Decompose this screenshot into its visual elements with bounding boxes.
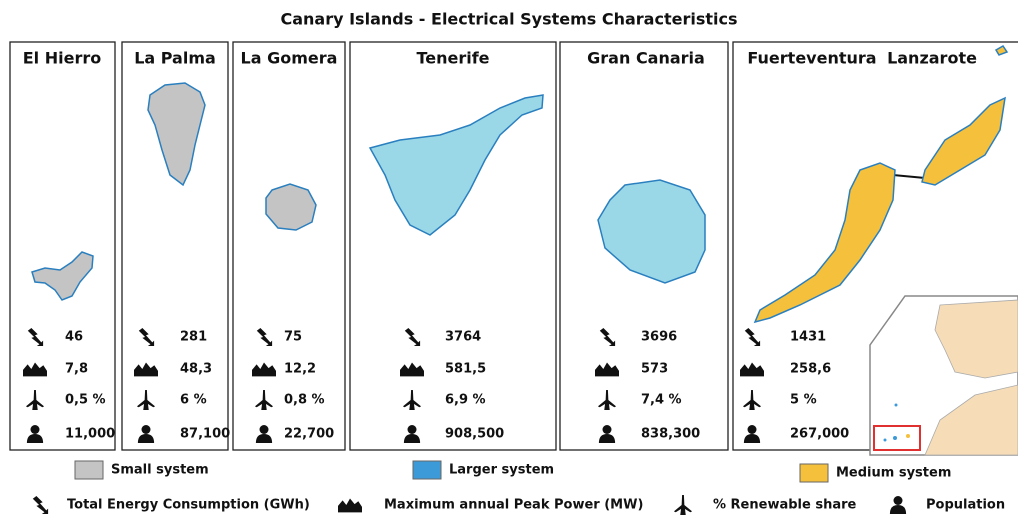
indicator-icon <box>403 425 421 443</box>
stat-value: 7,4 % <box>641 393 682 408</box>
indicator-icon <box>404 328 421 346</box>
indicator-icon <box>743 425 761 443</box>
inset-island <box>894 403 898 407</box>
island-name: Fuerteventura <box>747 49 876 68</box>
indicator-icon <box>138 328 155 346</box>
indicator-label: Population <box>926 498 1005 513</box>
stat-value: 258,6 <box>790 362 831 377</box>
stat-value: 838,300 <box>641 427 700 442</box>
indicator-icon <box>254 390 274 410</box>
island <box>921 96 1006 186</box>
indicator-icon <box>23 362 47 377</box>
stat-value: 22,700 <box>284 427 334 442</box>
indicator-icon <box>27 328 44 346</box>
indicator-icon <box>26 425 44 443</box>
indicator-icon <box>744 328 761 346</box>
stat-value: 581,5 <box>445 362 486 377</box>
connector <box>892 174 926 179</box>
stat-value: 12,2 <box>284 362 316 377</box>
indicator-icon <box>255 425 273 443</box>
panel-frame <box>559 41 729 451</box>
africa <box>924 384 1018 456</box>
stat-value: 3764 <box>445 330 481 345</box>
island-name: Tenerife <box>416 49 489 68</box>
indicator-label: Total Energy Consumption (GWh) <box>67 498 310 513</box>
indicator-icon <box>595 362 619 377</box>
island-name: Lanzarote <box>887 49 977 68</box>
indicator-icon <box>32 496 49 514</box>
panel-frame <box>349 41 557 451</box>
island-name: El Hierro <box>23 49 101 68</box>
indicator-icon <box>136 390 156 410</box>
indicator-icon <box>402 390 422 410</box>
panel-frame <box>232 41 346 451</box>
island <box>368 94 544 236</box>
iberia <box>934 299 1018 379</box>
panel-frame <box>121 41 229 451</box>
stat-value: 0,8 % <box>284 393 325 408</box>
legend-swatch <box>412 460 442 480</box>
stat-value: 6,9 % <box>445 393 486 408</box>
legend: Small system Larger system Medium system To… <box>32 460 1005 515</box>
indicator-icon <box>137 425 155 443</box>
stat-value: 573 <box>641 362 668 377</box>
island-name: La Palma <box>134 49 216 68</box>
indicator-icon <box>599 328 616 346</box>
island <box>31 251 94 301</box>
island <box>994 45 1009 56</box>
stat-value: 908,500 <box>445 427 504 442</box>
stat-value: 6 % <box>180 393 207 408</box>
panels: El Hierro 46 7,8 0,5 % 11,000 La Palma 281 48,3… <box>9 41 1018 451</box>
indicator-icon <box>597 390 617 410</box>
stat-value: 7,8 <box>65 362 88 377</box>
stat-value: 267,000 <box>790 427 849 442</box>
indicator-icon <box>889 496 907 514</box>
legend-label: Medium system <box>836 466 951 481</box>
stat-value: 1431 <box>790 330 826 345</box>
indicator-icon <box>673 495 693 515</box>
stat-value: 46 <box>65 330 83 345</box>
indicator-icon <box>134 362 158 377</box>
indicator-icon <box>338 498 362 513</box>
title: Canary Islands - Electrical Systems Char… <box>280 10 737 29</box>
legend-swatch <box>74 460 104 480</box>
indicator-icon <box>256 328 273 346</box>
indicator-icon <box>740 362 764 377</box>
stat-value: 3696 <box>641 330 677 345</box>
stat-value: 5 % <box>790 393 817 408</box>
inset-island <box>906 434 910 438</box>
island <box>753 162 896 324</box>
indicator-icon <box>252 362 276 377</box>
stat-value: 281 <box>180 330 207 345</box>
inset-highlight <box>873 425 921 451</box>
island-name: La Gomera <box>241 49 338 68</box>
inset-island <box>893 436 897 440</box>
stat-value: 87,100 <box>180 427 230 442</box>
legend-swatch <box>799 463 829 483</box>
inset-island <box>883 438 887 442</box>
indicator-label: % Renewable share <box>713 498 857 513</box>
island <box>265 183 317 231</box>
legend-label: Small system <box>111 463 209 478</box>
stat-value: 0,5 % <box>65 393 106 408</box>
island-name: Gran Canaria <box>587 49 705 68</box>
panel-frame <box>9 41 116 451</box>
indicator-icon <box>25 390 45 410</box>
legend-label: Larger system <box>449 463 554 478</box>
indicator-icon <box>400 362 424 377</box>
stat-value: 48,3 <box>180 362 212 377</box>
inset-map <box>869 295 1018 456</box>
indicator-label: Maximum annual Peak Power (MW) <box>384 498 643 513</box>
indicator-icon <box>598 425 616 443</box>
stat-value: 75 <box>284 330 302 345</box>
island <box>597 179 706 284</box>
island <box>147 82 206 187</box>
indicator-icon <box>742 390 762 410</box>
stat-value: 11,000 <box>65 427 115 442</box>
